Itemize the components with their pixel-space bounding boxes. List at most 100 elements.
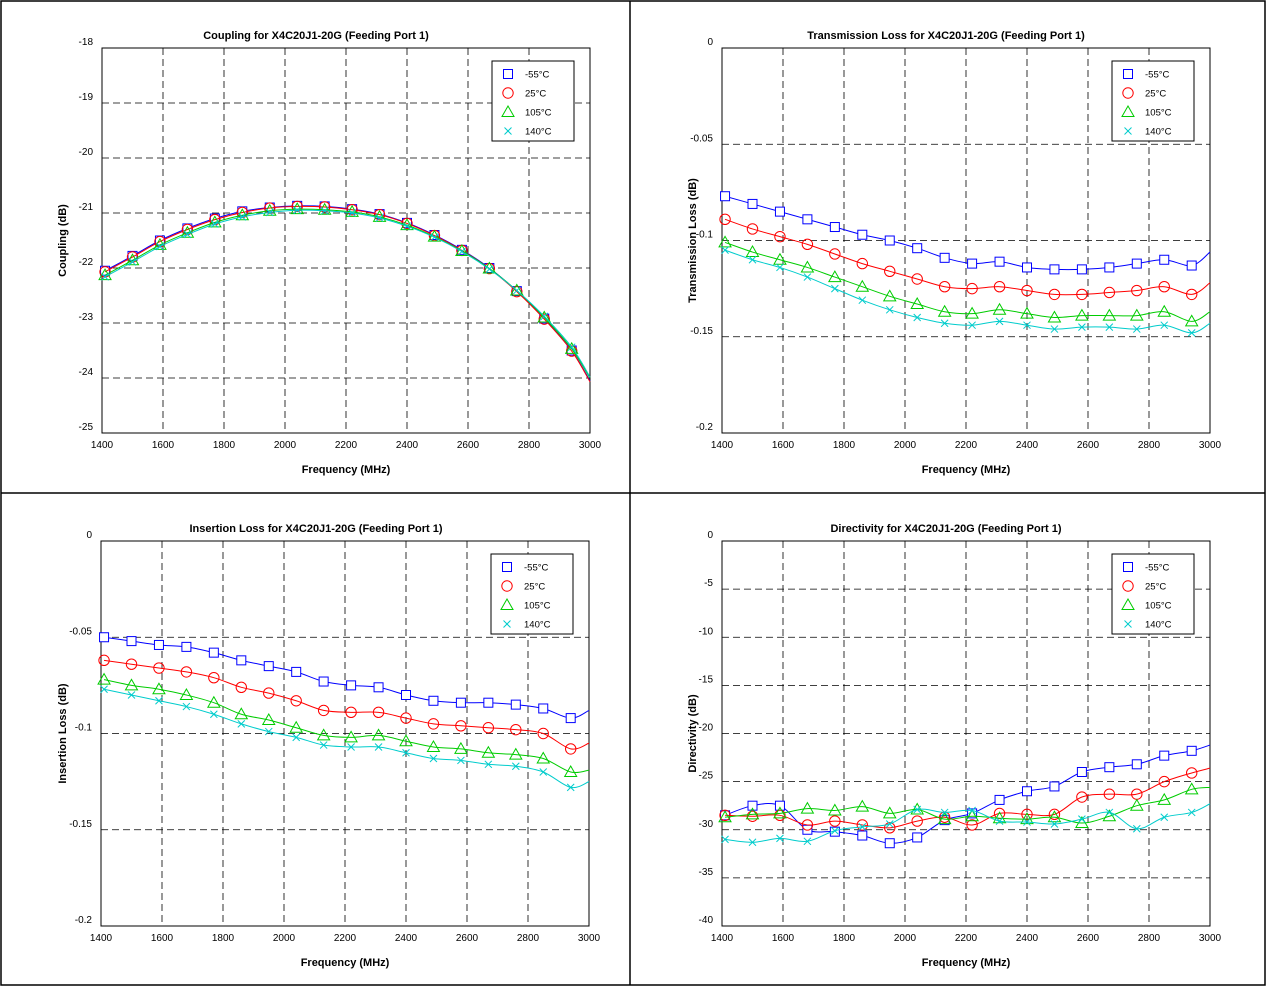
data-point	[1186, 260, 1197, 271]
data-point	[940, 808, 949, 817]
data-point	[153, 662, 165, 674]
data-point	[565, 713, 576, 724]
data-point	[429, 754, 438, 763]
data-point	[125, 658, 138, 670]
series-line	[724, 218, 1211, 296]
y-axis-label: Transmission Loss (dB)	[687, 178, 699, 303]
data-point	[937, 812, 952, 825]
y-tick-label: -0.05	[69, 626, 92, 637]
data-point	[317, 704, 330, 717]
data-point	[373, 208, 386, 221]
data-point	[829, 248, 841, 260]
data-point	[746, 810, 759, 822]
y-tick-label: -35	[699, 867, 714, 878]
legend-marker	[1124, 127, 1132, 135]
x-tick-label: 3000	[1199, 933, 1222, 944]
data-point	[748, 838, 757, 847]
data-point	[264, 727, 273, 736]
data-point	[237, 720, 246, 728]
data-point	[884, 838, 895, 849]
data-point	[774, 206, 785, 217]
data-point	[748, 255, 757, 264]
data-point	[1105, 323, 1114, 331]
data-point	[800, 801, 815, 814]
data-point	[1048, 808, 1061, 821]
data-point	[721, 835, 729, 844]
data-point	[155, 696, 163, 705]
data-point	[127, 691, 136, 699]
legend-label: -55°C	[525, 70, 550, 81]
data-point	[1076, 264, 1087, 275]
data-point	[290, 202, 305, 215]
data-point	[773, 252, 787, 265]
data-point	[721, 246, 729, 254]
data-point	[1076, 791, 1088, 803]
data-point	[718, 810, 732, 823]
data-point	[265, 208, 274, 217]
x-tick-label: 1400	[711, 440, 734, 451]
x-tick-label: 2000	[274, 440, 297, 451]
data-point	[511, 762, 520, 771]
chart-panel-2: Transmission Loss for X4C20J1-20G (Feedi…	[687, 30, 1222, 476]
x-tick-label: 1600	[152, 440, 175, 451]
x-tick-label: 1800	[213, 440, 236, 451]
data-point	[208, 647, 219, 658]
data-point	[236, 655, 247, 666]
legend-label: 140°C	[1145, 127, 1172, 138]
legend-marker	[502, 562, 512, 572]
data-point	[719, 809, 731, 822]
series-line	[103, 659, 590, 750]
data-point	[802, 214, 813, 225]
chart-panel-3: Insertion Loss for X4C20J1-20G (Feeding …	[57, 523, 601, 969]
data-point	[400, 712, 412, 724]
data-point	[180, 666, 193, 678]
data-point	[884, 235, 895, 246]
data-point	[966, 819, 978, 831]
series-circle	[719, 767, 1211, 834]
legend-marker	[1123, 69, 1133, 79]
x-tick-label: 1800	[212, 933, 235, 944]
data-point	[884, 265, 896, 277]
data-point	[1078, 815, 1086, 824]
data-point	[319, 741, 328, 749]
data-point	[967, 258, 978, 269]
data-point	[292, 733, 301, 742]
data-point	[1047, 810, 1062, 823]
series-line	[104, 205, 591, 383]
data-point	[774, 800, 785, 811]
data-point	[1049, 781, 1060, 792]
data-point	[537, 727, 549, 740]
legend-marker	[1121, 597, 1135, 610]
data-point	[1132, 824, 1141, 833]
series-circle	[98, 654, 590, 755]
data-point	[346, 204, 358, 216]
data-point	[1020, 306, 1034, 319]
chart-title: Insertion Loss for X4C20J1-20G (Feeding …	[189, 523, 442, 535]
data-point	[1131, 759, 1142, 770]
x-tick-label: 2600	[457, 440, 480, 451]
data-point	[97, 672, 111, 685]
x-tick-label: 2200	[955, 933, 978, 944]
x-tick-label: 2800	[517, 933, 540, 944]
data-point	[399, 734, 413, 747]
data-point	[856, 819, 868, 831]
legend-label: 105°C	[525, 108, 552, 119]
data-point	[318, 201, 331, 213]
data-point	[371, 728, 386, 741]
data-point	[539, 768, 548, 776]
series-x	[101, 206, 591, 378]
data-point	[182, 702, 191, 711]
legend-label: -55°C	[524, 563, 549, 574]
data-point	[457, 756, 465, 765]
data-point	[968, 806, 976, 815]
y-tick-label: 0	[86, 530, 92, 541]
data-point	[263, 687, 275, 699]
data-point	[290, 695, 302, 707]
data-point	[1105, 808, 1114, 817]
y-tick-label: -21	[79, 202, 94, 213]
x-tick-label: 3000	[1199, 440, 1222, 451]
x-tick-label: 1400	[711, 933, 734, 944]
data-point	[1021, 284, 1033, 297]
data-point	[1049, 264, 1060, 275]
data-point	[1023, 321, 1031, 330]
